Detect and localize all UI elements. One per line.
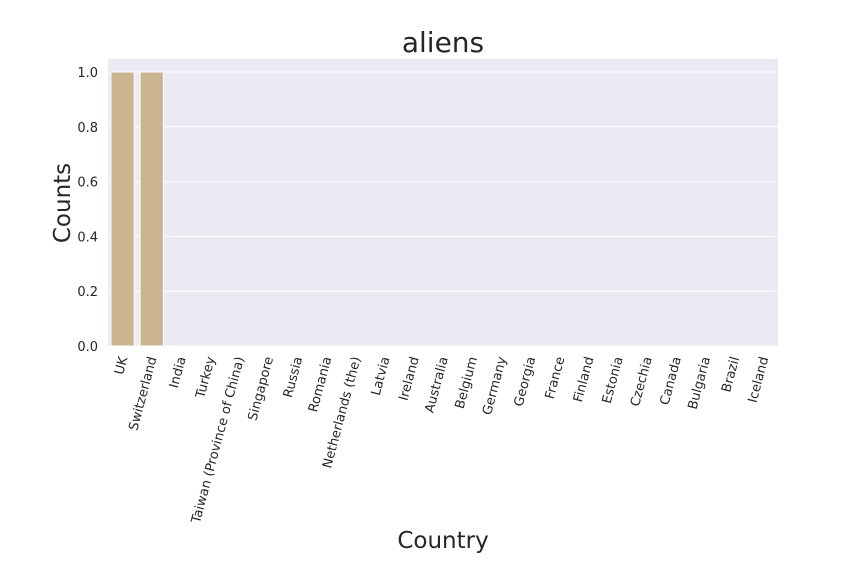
y-tick-label: 0.2 bbox=[77, 285, 98, 300]
x-tick-label: Brazil bbox=[719, 355, 743, 394]
y-tick-labels: 0.0 0.2 0.4 0.6 0.8 1.0 bbox=[77, 66, 98, 355]
grid-lines bbox=[108, 71, 778, 347]
bar bbox=[110, 71, 135, 347]
x-tick-label: Switzerland bbox=[126, 355, 160, 432]
x-tick-label: France bbox=[543, 355, 569, 401]
x-axis-label: Country bbox=[397, 528, 488, 554]
bars bbox=[110, 71, 164, 347]
plot-area bbox=[108, 59, 778, 346]
x-tick-label: Australia bbox=[422, 355, 451, 414]
bar bbox=[139, 71, 164, 347]
x-tick-label: Belgium bbox=[453, 355, 481, 410]
x-tick-label: Bulgaria bbox=[686, 355, 714, 411]
y-tick-label: 0.6 bbox=[77, 176, 98, 191]
x-tick-label: Czechia bbox=[628, 355, 656, 408]
x-tick-label: Romania bbox=[306, 355, 335, 414]
x-tick-label: Estonia bbox=[600, 355, 627, 405]
y-tick-label: 0.4 bbox=[77, 230, 98, 245]
x-tick-label: Germany bbox=[480, 355, 510, 417]
y-tick-label: 0.0 bbox=[77, 340, 98, 355]
y-tick-label: 0.8 bbox=[77, 121, 98, 136]
x-tick-label: Iceland bbox=[746, 355, 773, 404]
x-tick-label: Latvia bbox=[369, 355, 394, 397]
chart-title: aliens bbox=[402, 26, 484, 59]
x-tick-label: Russia bbox=[281, 355, 306, 399]
x-tick-label: Ireland bbox=[397, 355, 423, 402]
x-tick-label: Turkey bbox=[193, 355, 219, 401]
y-axis-label: Counts bbox=[50, 163, 76, 243]
x-tick-label: Georgia bbox=[512, 355, 540, 408]
x-tick-label: Canada bbox=[658, 355, 685, 407]
x-tick-label: UK bbox=[112, 355, 131, 377]
x-tick-label: Finland bbox=[571, 355, 598, 404]
y-tick-label: 1.0 bbox=[77, 66, 98, 81]
x-tick-label: India bbox=[167, 355, 190, 390]
x-tick-label: Singapore bbox=[246, 355, 277, 422]
